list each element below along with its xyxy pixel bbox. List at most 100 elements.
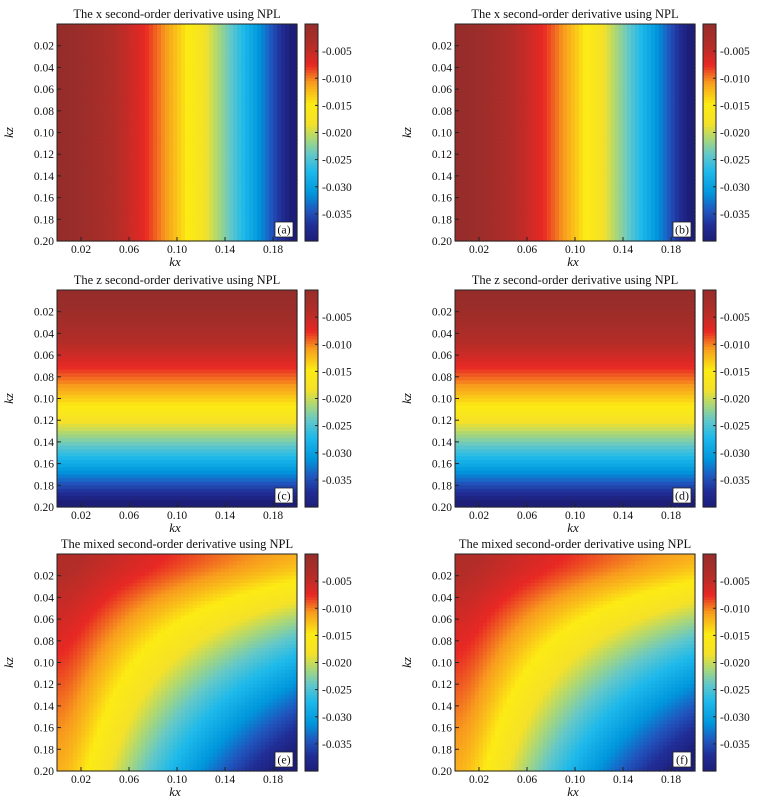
heatmap-cell [245,136,250,141]
heatmap-cell [65,201,70,206]
heatmap-cell [531,197,536,202]
heatmap-cell [85,179,90,184]
heatmap-cell [193,136,198,141]
heatmap-cell [479,183,484,188]
heatmap-cell [185,118,190,123]
heatmap-cell [209,60,214,65]
heatmap-cell [73,52,78,58]
heatmap-cell [85,237,90,242]
heatmap-cell [519,49,524,54]
heatmap-cell [69,114,74,119]
heatmap-cell [229,208,234,213]
heatmap-cell [495,63,500,68]
heatmap-cell [213,136,218,141]
heatmap-cell [209,118,214,123]
heatmap-cell [137,154,142,159]
heatmap-cell [173,121,178,126]
heatmap-cell [293,31,298,36]
heatmap-cell [205,237,210,242]
heatmap-cell [495,24,500,29]
heatmap-cell [93,128,98,134]
heatmap-cell [503,226,508,231]
heatmap-cell [149,154,154,159]
heatmap-cell [241,89,246,94]
heatmap-cell [57,78,62,83]
heatmap-cell [491,34,496,40]
heatmap-cell [165,157,170,163]
heatmap-cell [479,150,484,155]
heatmap-cell [475,128,480,134]
heatmap-cell [153,110,158,116]
heatmap-cell [145,56,150,61]
heatmap-cell [97,168,102,173]
heatmap-cell [293,237,298,242]
heatmap-cell [121,110,126,116]
heatmap-cell [467,34,472,40]
heatmap-cell [265,107,270,112]
heatmap-cell [173,161,178,166]
heatmap-cell [285,56,290,61]
heatmap-cell [237,107,242,112]
heatmap-cell [157,42,162,47]
heatmap-cell [69,157,74,163]
heatmap-cell [177,96,182,101]
heatmap-cell [265,56,270,61]
heatmap-cell [145,128,150,134]
heatmap-cell [125,208,130,213]
heatmap-cell [249,71,254,76]
heatmap-cell [109,193,114,199]
heatmap-cell [149,230,154,235]
heatmap-cell [201,71,206,76]
heatmap-cell [531,49,536,54]
heatmap-cell [475,125,480,130]
heatmap-cell [253,60,258,65]
heatmap-cell [89,63,94,68]
heatmap-cell [233,103,238,108]
heatmap-cell [253,63,258,68]
heatmap-cell [265,63,270,68]
heatmap-cell [507,118,512,123]
heatmap-cell [181,190,186,195]
heatmap-cell [229,96,234,101]
heatmap-cell [495,175,500,181]
heatmap-cell [519,56,524,61]
heatmap-cell [491,42,496,47]
heatmap-cell [69,49,74,54]
heatmap-cell [491,165,496,170]
heatmap-cell [101,226,106,231]
heatmap-cell [101,56,106,61]
heatmap-cell [495,165,500,170]
heatmap-cell [101,193,106,199]
heatmap-cell [257,85,262,90]
heatmap-cell [495,49,500,54]
heatmap-cell [125,215,130,220]
heatmap-cell [285,103,290,108]
heatmap-cell [515,60,520,65]
heatmap-cell [193,85,198,90]
heatmap-cell [129,175,134,181]
heatmap-cell [249,24,254,29]
heatmap-cell [193,60,198,65]
heatmap-cell [519,193,524,199]
heatmap-cell [189,233,194,238]
heatmap-cell [205,208,210,213]
heatmap-cell [209,157,214,163]
heatmap-cell [467,85,472,90]
heatmap-cell [125,201,130,206]
heatmap-cell [491,24,496,29]
heatmap-cell [281,128,286,134]
heatmap-cell [153,63,158,68]
heatmap-cell [193,45,198,50]
heatmap-cell [57,150,62,155]
heatmap-cell [85,132,90,137]
heatmap-cell [125,154,130,159]
heatmap-cell [157,193,162,199]
heatmap-cell [463,193,468,199]
heatmap-cell [253,74,258,79]
heatmap-cell [527,230,532,235]
heatmap-cell [81,183,86,188]
heatmap-cell [535,103,540,108]
heatmap-cell [201,78,206,83]
heatmap-cell [169,136,174,141]
heatmap-cell [527,114,532,119]
